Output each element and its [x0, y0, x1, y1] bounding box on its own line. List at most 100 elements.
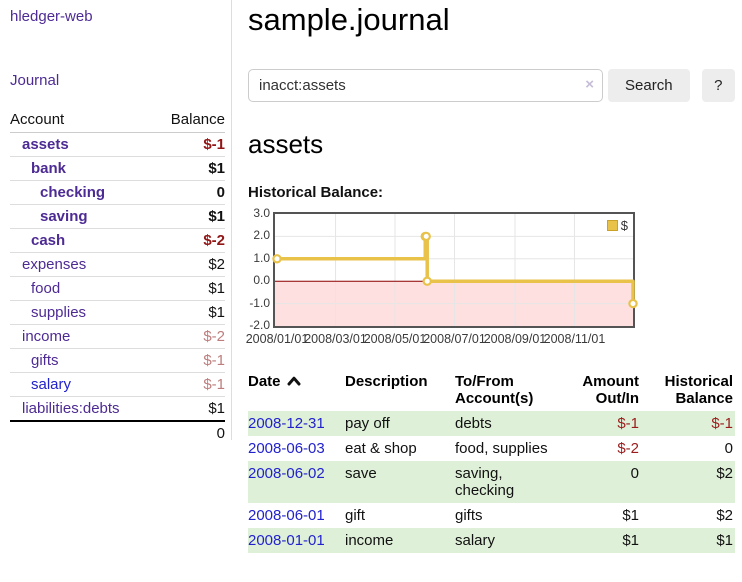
- balance-column-header: Balance: [170, 111, 225, 128]
- transaction-description: pay off: [345, 415, 390, 432]
- chart-title: Historical Balance:: [248, 184, 384, 201]
- account-balance: $-2: [203, 232, 225, 249]
- sidebar-account-link[interactable]: gifts: [31, 352, 59, 369]
- transaction-balance: $2: [716, 465, 733, 482]
- account-row: salary $-1: [10, 373, 225, 397]
- accounts-column-header: To/From Account(s): [455, 373, 534, 407]
- sidebar-account-link[interactable]: saving: [40, 208, 88, 225]
- account-row: gifts $-1: [10, 349, 225, 373]
- transaction-amount: $-2: [617, 440, 639, 457]
- sidebar-account-link[interactable]: supplies: [31, 304, 87, 321]
- account-row: checking 0: [10, 181, 225, 205]
- search-button[interactable]: Search: [608, 69, 690, 102]
- x-axis-tick-label: 2008/11/01: [543, 332, 606, 346]
- account-row: income $-2: [10, 325, 225, 349]
- legend-swatch-icon: [606, 220, 618, 231]
- transaction-description: save: [345, 465, 377, 482]
- x-axis-tick-label: 2008/07/01: [423, 332, 486, 346]
- accounts-table: Account Balance assets $-1 bank $1 checking 0…: [10, 109, 225, 445]
- account-balance: 0: [216, 184, 225, 201]
- transaction-balance: $-1: [711, 415, 733, 432]
- transaction-description: gift: [345, 507, 366, 524]
- account-row: liabilities:debts $1: [10, 397, 225, 420]
- description-column-header: Description: [345, 373, 428, 390]
- x-axis-tick-label: 2008/01/01: [245, 332, 309, 346]
- journal-link[interactable]: Journal: [10, 72, 60, 89]
- account-balance: $-1: [203, 136, 225, 153]
- sort-ascending-icon: [287, 376, 301, 386]
- transaction-balance: $2: [716, 507, 733, 524]
- account-heading: assets: [248, 129, 324, 159]
- account-row: bank $1: [10, 157, 225, 181]
- transaction-date-link[interactable]: 2008-12-31: [248, 415, 325, 432]
- x-axis-tick-label: 2008/03/01: [304, 332, 367, 346]
- account-balance: $1: [208, 208, 225, 225]
- account-row: cash $-2: [10, 229, 225, 253]
- sidebar-account-link[interactable]: checking: [40, 184, 106, 201]
- account-row: assets $-1: [10, 133, 225, 157]
- accounts-total-value: 0: [216, 425, 225, 442]
- clear-search-icon[interactable]: ×: [585, 76, 595, 93]
- transaction-amount: 0: [630, 465, 639, 482]
- transaction-balance: 0: [724, 440, 733, 457]
- register-row: 2008-06-03 eat & shop food, supplies $-2 0: [248, 436, 735, 461]
- accounts-list: assets $-1 bank $1 checking 0 saving $1 cash $-2 e…: [10, 133, 225, 420]
- transaction-accounts: gifts: [455, 507, 483, 524]
- account-column-header: Account: [10, 111, 65, 128]
- transaction-amount: $1: [622, 507, 639, 524]
- sidebar-account-link[interactable]: liabilities:debts: [22, 400, 120, 417]
- transaction-accounts: debts: [455, 415, 492, 432]
- account-row: supplies $1: [10, 301, 225, 325]
- account-balance: $1: [208, 304, 225, 321]
- transaction-date-link[interactable]: 2008-06-01: [248, 507, 325, 524]
- transaction-balance: $1: [716, 532, 733, 549]
- y-axis-tick-label: 3.0: [253, 206, 270, 220]
- help-button[interactable]: ?: [701, 69, 735, 102]
- app-title-link[interactable]: hledger-web: [10, 8, 93, 25]
- search-form: × Search ?: [248, 69, 735, 102]
- account-balance: $-1: [203, 376, 225, 393]
- y-axis-tick-label: -2.0: [249, 318, 270, 332]
- register-row: 2008-01-01 income salary $1 $1: [248, 528, 735, 553]
- sidebar-account-link[interactable]: bank: [31, 160, 67, 177]
- transaction-date-link[interactable]: 2008-06-03: [248, 440, 325, 457]
- sidebar-account-link[interactable]: food: [31, 280, 61, 297]
- x-axis-tick-label: 2008/09/01: [483, 332, 547, 346]
- transaction-accounts: food, supplies: [455, 440, 548, 457]
- transaction-amount: $-1: [617, 415, 639, 432]
- y-axis-tick-label: 0.0: [253, 273, 270, 288]
- account-row: food $1: [10, 277, 225, 301]
- legend-label: $: [620, 218, 628, 233]
- search-input[interactable]: [248, 69, 604, 102]
- historical-balance-chart: $ 2008/01/01 2008/03/01 2008/05/01 2008/07/…: [246, 206, 735, 352]
- account-balance: $1: [208, 400, 225, 417]
- chart-legend: $: [604, 217, 630, 234]
- y-axis-tick-label: -1.0: [249, 295, 270, 310]
- page-title: sample.journal: [248, 2, 450, 37]
- x-axis-tick-label: 2008/05/01: [363, 332, 427, 346]
- transaction-date-link[interactable]: 2008-01-01: [248, 532, 325, 549]
- transaction-description: income: [345, 532, 394, 549]
- sidebar-account-link[interactable]: income: [22, 328, 71, 345]
- register-row: 2008-06-01 gift gifts $1 $2: [248, 503, 735, 528]
- y-axis-tick-label: 2.0: [253, 228, 270, 243]
- sidebar-account-link[interactable]: assets: [22, 136, 69, 153]
- accounts-table-header: Account Balance: [10, 109, 225, 133]
- register-header-row: Date Description To/From Account(s) Amou…: [248, 370, 735, 411]
- sidebar-account-link[interactable]: expenses: [22, 256, 87, 273]
- sidebar-account-link[interactable]: salary: [31, 376, 72, 393]
- account-balance: $-2: [203, 328, 225, 345]
- transaction-date-link[interactable]: 2008-06-02: [248, 465, 325, 482]
- account-balance: $1: [208, 280, 225, 297]
- amount-column-header: Amount Out/In: [582, 373, 639, 407]
- main-content: sample.journal × Search ? assets Histori…: [246, 0, 735, 553]
- register-row: 2008-06-02 save saving, checking 0 $2: [248, 461, 735, 503]
- sidebar: hledger-web Journal Account Balance asse…: [0, 0, 232, 442]
- sidebar-account-link[interactable]: cash: [31, 232, 66, 249]
- transaction-accounts: saving, checking: [455, 465, 515, 499]
- accounts-total-row: 0: [10, 420, 225, 445]
- chart-x-axis: 2008/01/01 2008/03/01 2008/05/01 2008/07/01…: [246, 332, 633, 348]
- transaction-description: eat & shop: [345, 440, 417, 457]
- date-column-header[interactable]: Date: [248, 370, 345, 411]
- search-box: ×: [248, 69, 604, 102]
